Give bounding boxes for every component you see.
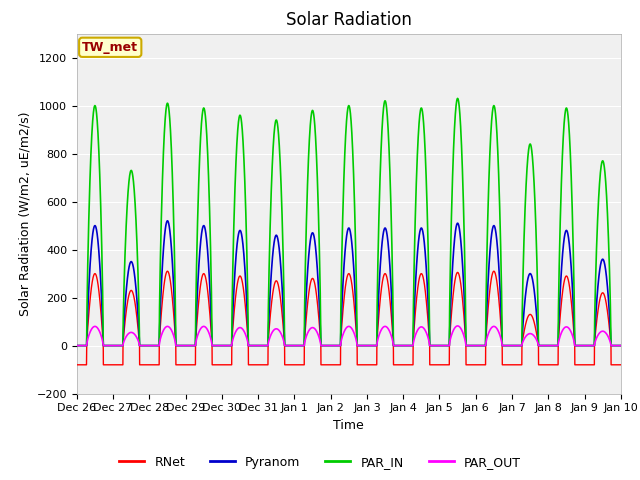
RNet — [164, 268, 172, 274]
PAR_OUT — [454, 323, 461, 329]
Text: TW_met: TW_met — [82, 41, 138, 54]
PAR_OUT — [617, 343, 625, 348]
PAR_IN — [454, 96, 461, 101]
Pyranom — [617, 343, 625, 348]
RNet — [450, 285, 458, 290]
PAR_IN — [335, 343, 343, 348]
Pyranom — [164, 218, 172, 224]
Line: PAR_IN: PAR_IN — [77, 98, 621, 346]
PAR_OUT — [255, 343, 263, 348]
RNet — [139, 362, 147, 368]
PAR_IN — [493, 140, 501, 146]
PAR_IN — [255, 343, 263, 348]
Pyranom — [450, 243, 458, 249]
Line: PAR_OUT: PAR_OUT — [77, 326, 621, 346]
PAR_IN — [131, 191, 138, 197]
RNet — [131, 297, 138, 302]
RNet — [73, 362, 81, 368]
Title: Solar Radiation: Solar Radiation — [286, 11, 412, 29]
PAR_OUT — [450, 326, 458, 332]
Pyranom — [335, 343, 343, 348]
Pyranom — [255, 343, 263, 348]
X-axis label: Time: Time — [333, 419, 364, 432]
PAR_OUT — [139, 343, 147, 348]
PAR_IN — [73, 343, 81, 348]
PAR_IN — [450, 140, 458, 145]
Pyranom — [493, 244, 501, 250]
RNet — [255, 362, 263, 368]
PAR_OUT — [493, 326, 501, 332]
Pyranom — [139, 343, 147, 348]
RNet — [493, 283, 501, 288]
PAR_IN — [617, 343, 625, 348]
PAR_OUT — [335, 343, 343, 348]
RNet — [617, 362, 625, 368]
Line: RNet: RNet — [77, 271, 621, 365]
Pyranom — [131, 271, 138, 277]
PAR_OUT — [131, 331, 138, 337]
Pyranom — [73, 343, 81, 348]
PAR_OUT — [73, 343, 81, 348]
Legend: RNet, Pyranom, PAR_IN, PAR_OUT: RNet, Pyranom, PAR_IN, PAR_OUT — [115, 451, 525, 474]
PAR_IN — [139, 343, 147, 348]
Y-axis label: Solar Radiation (W/m2, uE/m2/s): Solar Radiation (W/m2, uE/m2/s) — [18, 111, 31, 316]
Line: Pyranom: Pyranom — [77, 221, 621, 346]
RNet — [335, 362, 343, 368]
